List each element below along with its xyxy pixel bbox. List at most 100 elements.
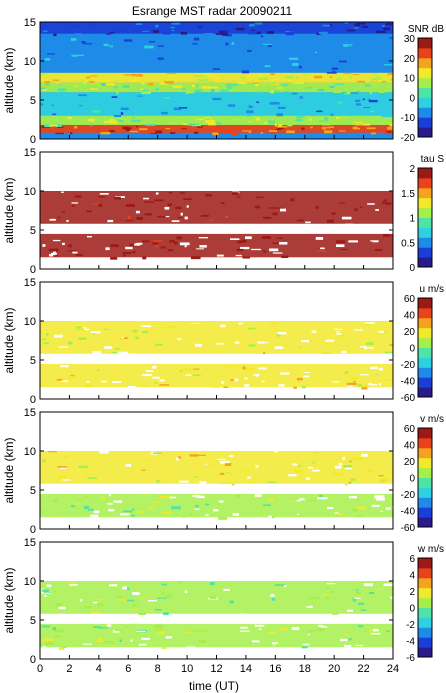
panel-u: 0 5 10 15 altitude (km) -60 -40 -20 0 20 40 60 u m/s [2, 277, 444, 406]
v-colorbar: -60 -40 -20 0 20 40 60 v m/s [401, 414, 444, 534]
texture [103, 43, 109, 47]
texture [219, 30, 229, 34]
texture [378, 475, 384, 477]
texture [329, 76, 333, 79]
texture [359, 374, 369, 376]
texture [172, 110, 179, 113]
texture [247, 31, 257, 35]
texture [137, 73, 143, 77]
texture [139, 128, 148, 131]
texture [53, 629, 64, 633]
texture [157, 631, 166, 634]
texture [237, 196, 241, 198]
y-tick-label: 15 [24, 147, 36, 159]
x-tick-label: 2 [66, 663, 72, 675]
x-tick-label: 20 [328, 663, 340, 675]
texture [370, 132, 377, 135]
texture [161, 592, 165, 595]
texture [117, 29, 128, 32]
texture [212, 68, 220, 70]
texture [67, 341, 73, 345]
texture [257, 78, 267, 80]
texture [157, 45, 165, 47]
texture [57, 88, 67, 92]
texture [88, 81, 95, 83]
texture [195, 504, 199, 508]
colorbar-swatch [418, 607, 432, 618]
texture [353, 329, 364, 331]
texture [133, 75, 143, 78]
texture [318, 624, 324, 627]
texture [343, 44, 353, 47]
texture [378, 383, 381, 386]
texture [42, 589, 49, 592]
texture [166, 325, 176, 329]
texture [184, 245, 187, 248]
texture [175, 22, 179, 25]
texture [384, 131, 393, 135]
texture [283, 128, 288, 130]
texture [119, 80, 123, 83]
texture [74, 85, 79, 87]
texture [159, 472, 162, 475]
texture [153, 501, 162, 504]
y-tick-label: 15 [24, 407, 36, 419]
texture [320, 247, 325, 250]
texture [294, 48, 298, 51]
texture [196, 248, 204, 250]
texture [167, 203, 172, 207]
colorbar-tick-label: 0 [409, 604, 415, 615]
texture [128, 125, 131, 128]
texture [250, 29, 255, 31]
texture [383, 331, 387, 333]
texture [319, 31, 328, 35]
texture [296, 500, 301, 502]
snr-field [40, 22, 393, 139]
texture [163, 97, 171, 99]
texture [270, 73, 276, 76]
colorbar-swatch [418, 367, 432, 378]
texture [307, 634, 310, 636]
texture [198, 75, 207, 77]
colorbar-frame [417, 167, 433, 268]
colorbar-frame [417, 297, 433, 398]
texture [199, 245, 207, 248]
texture [277, 332, 287, 335]
texture [135, 126, 139, 128]
layer [40, 321, 393, 354]
colorbar-swatch [418, 87, 432, 98]
texture [155, 343, 163, 346]
texture [336, 334, 344, 337]
texture [235, 254, 242, 257]
texture [125, 246, 133, 250]
layer [40, 22, 393, 34]
y-tick-label: 5 [30, 95, 36, 107]
texture [63, 94, 69, 97]
texture [193, 368, 200, 370]
texture [135, 336, 139, 340]
texture [241, 239, 247, 243]
texture [385, 507, 391, 511]
texture [58, 606, 66, 610]
texture [338, 60, 347, 63]
texture [317, 250, 327, 252]
texture [270, 594, 275, 597]
texture [166, 463, 170, 466]
texture [57, 126, 64, 128]
texture [255, 373, 260, 377]
texture [108, 584, 118, 587]
texture [168, 74, 177, 77]
texture [216, 254, 224, 257]
texture [79, 103, 82, 106]
texture [376, 498, 385, 501]
texture [246, 110, 254, 114]
colorbar-swatch [418, 168, 432, 179]
texture [260, 25, 264, 28]
texture [88, 83, 98, 86]
texture [248, 642, 253, 645]
texture [227, 48, 231, 50]
texture [144, 106, 148, 109]
texture [383, 199, 387, 202]
